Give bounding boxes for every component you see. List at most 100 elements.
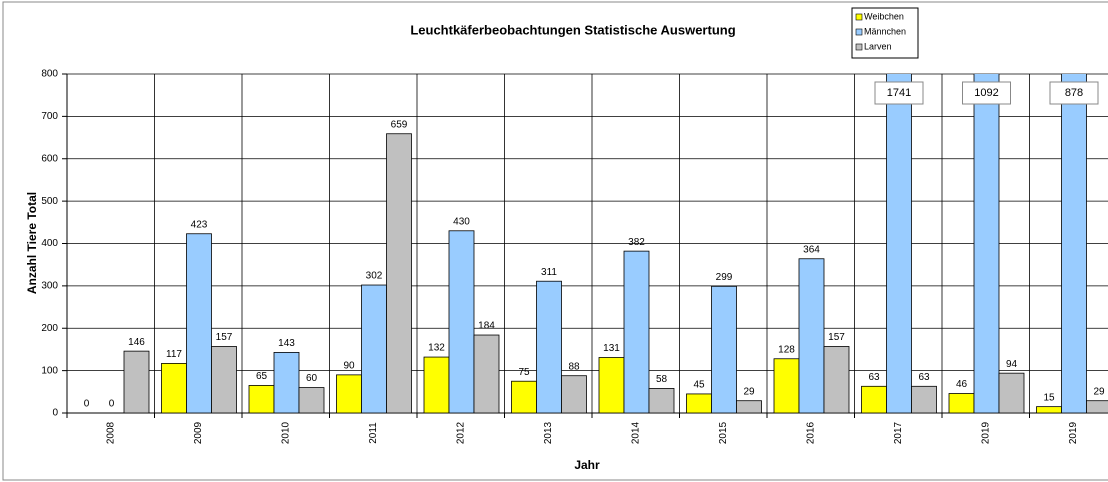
data-label: 29	[1093, 386, 1105, 397]
data-label: 382	[628, 237, 645, 248]
bar	[211, 346, 237, 413]
y-tick-label: 0	[52, 408, 58, 419]
bar	[886, 74, 912, 413]
x-tick-label: 2019	[1068, 421, 1079, 444]
bars	[123, 74, 1108, 413]
bar	[711, 285, 737, 413]
data-label: 430	[453, 216, 470, 227]
y-tick-label: 700	[41, 111, 58, 122]
data-label: 1741	[887, 87, 911, 99]
bar	[1061, 74, 1087, 413]
chart-title: Leuchtkäferbeobachtungen Statistische Au…	[410, 22, 735, 37]
bar	[298, 387, 325, 413]
bar	[686, 393, 712, 413]
bar	[948, 393, 975, 413]
bar	[648, 388, 675, 413]
x-tick-label: 2019	[980, 421, 991, 444]
data-label: 423	[191, 219, 208, 230]
x-axis-label: Jahr	[574, 458, 600, 472]
data-label: 0	[109, 399, 115, 410]
bar	[448, 230, 475, 413]
bar	[336, 374, 362, 413]
bar	[1086, 400, 1108, 413]
x-tick-label: 2009	[193, 421, 204, 444]
bar	[861, 385, 887, 413]
data-label: 58	[656, 374, 668, 385]
bar	[473, 334, 500, 413]
x-tick-label: 2012	[455, 421, 466, 444]
y-tick-label: 100	[41, 365, 58, 376]
y-tick-label: 200	[41, 323, 58, 334]
y-tick-label: 600	[41, 153, 58, 164]
bar	[186, 233, 212, 413]
data-label: 146	[128, 337, 145, 348]
data-label: 132	[428, 343, 445, 354]
bar	[973, 74, 1000, 413]
data-label: 75	[518, 367, 530, 378]
data-label: 63	[918, 372, 930, 383]
bar	[423, 356, 450, 413]
bar	[798, 258, 825, 413]
x-tick-label: 2011	[368, 422, 379, 444]
data-label: 659	[391, 119, 408, 130]
bar	[1036, 406, 1062, 413]
x-tick-label: 2017	[893, 421, 904, 444]
x-tick-label: 2016	[805, 421, 816, 444]
data-label-box	[1049, 81, 1099, 105]
legend-swatch	[855, 13, 863, 21]
x-tick-label: 2010	[280, 421, 291, 444]
data-label: 29	[743, 386, 755, 397]
data-label-box	[962, 81, 1011, 105]
data-label: 46	[956, 379, 968, 390]
data-label: 117	[166, 349, 182, 360]
data-label: 65	[256, 371, 268, 382]
bar	[823, 346, 850, 413]
data-label: 302	[366, 271, 383, 282]
data-label: 63	[868, 372, 880, 383]
legend-swatch	[855, 43, 863, 51]
bar	[248, 385, 275, 413]
bar	[536, 280, 562, 413]
data-label: 143	[278, 338, 295, 349]
data-label: 878	[1065, 87, 1083, 99]
legend-label: Männchen	[864, 26, 906, 36]
data-label: 157	[216, 332, 233, 343]
bar	[998, 372, 1025, 413]
bar	[911, 385, 937, 413]
data-label: 1092	[974, 87, 998, 99]
data-label: 131	[603, 343, 620, 354]
legend-label: Weibchen	[864, 11, 904, 21]
data-label: 184	[478, 321, 495, 332]
data-label: 45	[693, 380, 705, 391]
bar	[123, 350, 150, 413]
x-tick-label: 2013	[543, 421, 554, 444]
legend-swatch	[855, 28, 863, 36]
bar	[773, 358, 800, 413]
y-tick-label: 400	[41, 238, 58, 249]
data-label: 88	[568, 361, 580, 372]
data-label: 157	[828, 332, 845, 343]
bar	[736, 400, 762, 413]
y-axis-label: Anzahl Tiere Total	[25, 192, 39, 294]
bar	[361, 284, 387, 413]
y-tick-label: 500	[41, 196, 58, 207]
bar	[598, 357, 625, 413]
bar	[161, 363, 187, 413]
data-label-box	[874, 81, 924, 105]
bar	[386, 133, 412, 413]
x-tick-label: 2015	[718, 421, 729, 444]
legend-box	[851, 7, 919, 59]
y-tick-label: 300	[41, 281, 58, 292]
bar	[273, 352, 300, 413]
data-label: 128	[778, 344, 795, 355]
data-label: 364	[803, 244, 820, 255]
y-tick-label: 800	[41, 69, 58, 80]
data-label: 94	[1006, 359, 1018, 370]
x-tick-label: 2014	[630, 421, 641, 444]
data-label: 15	[1043, 392, 1055, 403]
bar	[561, 375, 587, 413]
bar	[511, 380, 537, 413]
x-tick-label: 2008	[105, 421, 116, 444]
legend-label: Larven	[864, 41, 892, 51]
